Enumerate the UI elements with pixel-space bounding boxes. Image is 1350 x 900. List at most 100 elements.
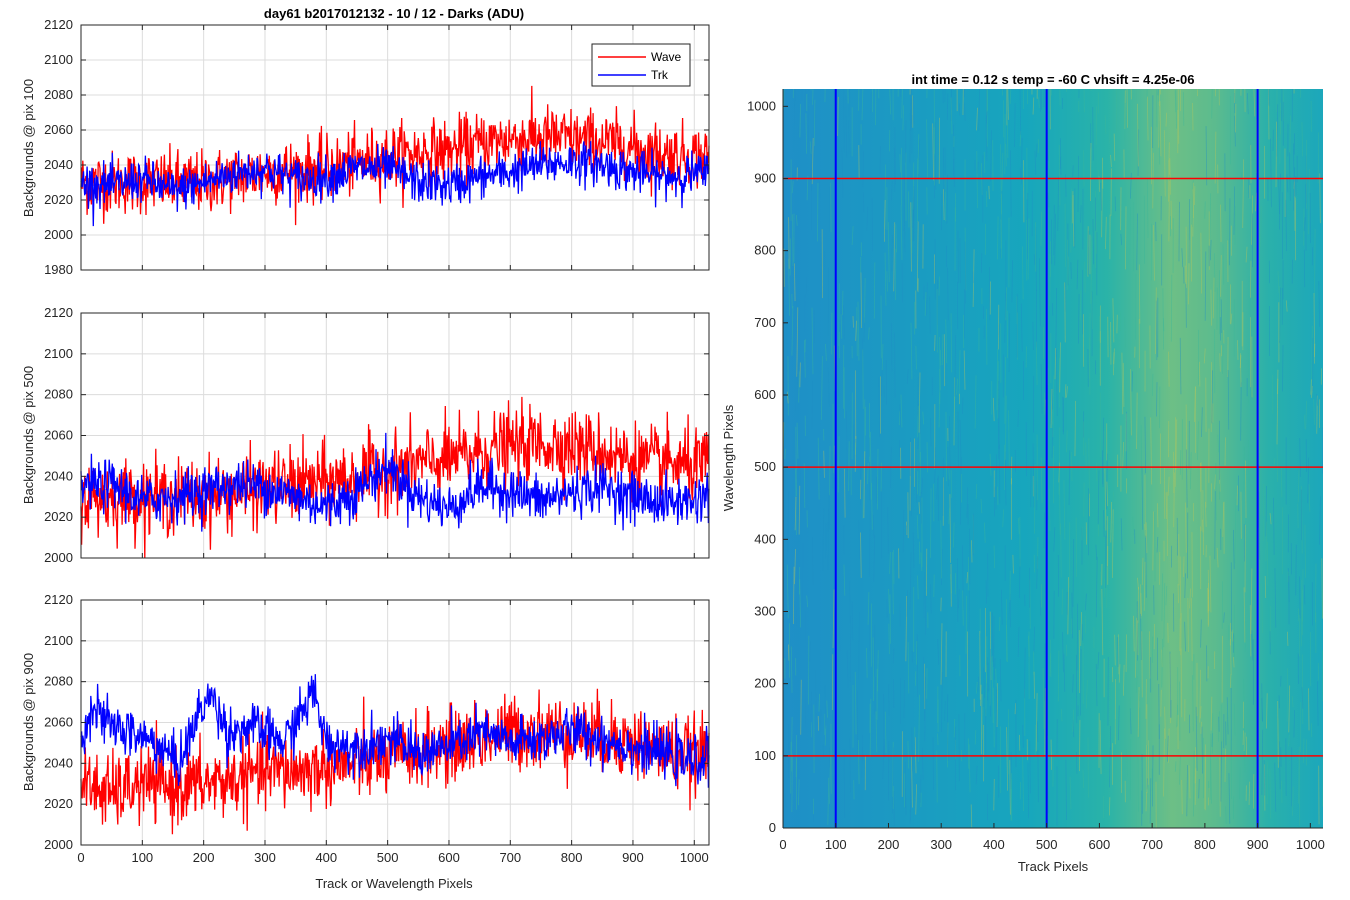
- heatmap-streak: [1179, 337, 1182, 395]
- heatmap-streak: [991, 655, 994, 724]
- heatmap-streak: [990, 130, 992, 182]
- heatmap-streak: [1265, 521, 1268, 562]
- heatmap-streak: [1205, 126, 1208, 186]
- heatmap-streak: [943, 147, 945, 202]
- heatmap-streak: [1165, 492, 1168, 519]
- heatmap-streak: [846, 650, 849, 689]
- heatmap-streak: [811, 307, 814, 375]
- heatmap-streak: [1097, 470, 1100, 525]
- heatmap-streak: [861, 89, 864, 121]
- heatmap-background: [783, 89, 1323, 828]
- heatmap-streak: [1040, 364, 1043, 414]
- heatmap-streak: [1168, 728, 1170, 763]
- heatmap-streak: [1308, 484, 1311, 512]
- heatmap-y-tick-label: 900: [754, 170, 776, 185]
- heatmap-streak: [1001, 152, 1004, 191]
- heatmap-streak: [1289, 115, 1292, 154]
- heatmap-streak: [1135, 676, 1138, 693]
- heatmap-streak: [950, 313, 953, 373]
- heatmap-streak: [793, 89, 796, 152]
- heatmap-streak: [1198, 779, 1200, 799]
- heatmap-streak: [1209, 555, 1212, 613]
- heatmap-streak: [997, 216, 999, 260]
- heatmap-streak: [1165, 585, 1168, 606]
- heatmap-streak: [905, 525, 908, 536]
- heatmap-streak: [987, 662, 989, 701]
- heatmap-streak: [1070, 188, 1073, 253]
- heatmap-streak: [1129, 206, 1131, 255]
- heatmap-streak: [877, 650, 879, 692]
- y-tick-label: 2120: [44, 592, 73, 607]
- heatmap-streak: [862, 192, 865, 213]
- heatmap-streak: [1022, 724, 1024, 748]
- heatmap-streak: [941, 671, 943, 732]
- heatmap-streak: [972, 514, 975, 554]
- y-tick-label: 2060: [44, 122, 73, 137]
- heatmap-streak: [1288, 685, 1291, 733]
- heatmap-streak: [1106, 453, 1108, 510]
- heatmap-streak: [1301, 122, 1304, 157]
- heatmap-x-tick-label: 500: [1036, 837, 1058, 852]
- heatmap-streak: [974, 375, 977, 429]
- heatmap-streak: [1277, 270, 1280, 293]
- heatmap-streak: [1170, 274, 1173, 342]
- heatmap-streak: [1185, 449, 1188, 508]
- x-tick-label: 600: [438, 850, 460, 865]
- heatmap-streak: [909, 552, 912, 610]
- heatmap-streak: [947, 267, 949, 321]
- heatmap-streak: [1299, 437, 1301, 477]
- heatmap-streak: [1304, 524, 1306, 578]
- heatmap-streak: [903, 165, 906, 232]
- heatmap-streak: [1244, 620, 1247, 652]
- heatmap-streak: [1313, 399, 1315, 425]
- heatmap-streak: [1137, 577, 1139, 590]
- heatmap-streak: [916, 221, 919, 291]
- heatmap-streak: [1032, 443, 1035, 508]
- heatmap-streak: [784, 563, 786, 620]
- heatmap-streak: [1028, 635, 1030, 657]
- heatmap-streak: [849, 615, 852, 683]
- heatmap-streak: [1167, 735, 1169, 762]
- heatmap-streak: [1240, 172, 1243, 187]
- heatmap-streak: [1247, 93, 1249, 115]
- heatmap-streak: [918, 694, 920, 762]
- heatmap-streak: [1002, 89, 1004, 93]
- heatmap-streak: [943, 189, 945, 220]
- heatmap-streak: [857, 740, 860, 785]
- heatmap-image: [783, 89, 1323, 828]
- heatmap-streak: [893, 222, 896, 292]
- heatmap-streak: [899, 89, 902, 98]
- heatmap-streak: [809, 141, 812, 155]
- heatmap-streak: [1249, 604, 1252, 657]
- heatmap-streak: [1234, 89, 1236, 104]
- heatmap-streak: [902, 509, 905, 553]
- heatmap-streak: [1018, 558, 1021, 599]
- heatmap-streak: [1210, 289, 1212, 326]
- y-tick-label: 2100: [44, 633, 73, 648]
- heatmap-streak: [1059, 89, 1061, 106]
- heatmap-streak: [1126, 749, 1128, 777]
- heatmap-streak: [1079, 290, 1082, 321]
- heatmap-streak: [1071, 592, 1073, 639]
- axes-pix-900: 0 100 200 300 400 500 600 700 800 900 1000 2000 2020…: [44, 592, 710, 865]
- heatmap-streak: [873, 535, 876, 582]
- heatmap-streak: [1088, 313, 1091, 379]
- heatmap-streak: [843, 305, 845, 340]
- heatmap-streak: [939, 337, 941, 391]
- heatmap-streak: [991, 612, 994, 662]
- heatmap-streak: [886, 271, 888, 292]
- heatmap-streak: [1220, 255, 1222, 297]
- heatmap-streak: [1144, 524, 1146, 538]
- heatmap-streak: [1179, 756, 1181, 785]
- heatmap-streak: [950, 97, 953, 135]
- heatmap-streak: [827, 367, 830, 407]
- heatmap-streak: [799, 103, 801, 138]
- heatmap-streak: [1185, 226, 1188, 288]
- heatmap-streak: [858, 612, 860, 680]
- series-line-wave: [80, 688, 710, 835]
- heatmap-streak: [1062, 396, 1064, 435]
- heatmap-streak: [851, 226, 854, 246]
- heatmap-streak: [845, 95, 848, 158]
- heatmap-streak: [995, 689, 998, 758]
- heatmap-streak: [1261, 799, 1264, 817]
